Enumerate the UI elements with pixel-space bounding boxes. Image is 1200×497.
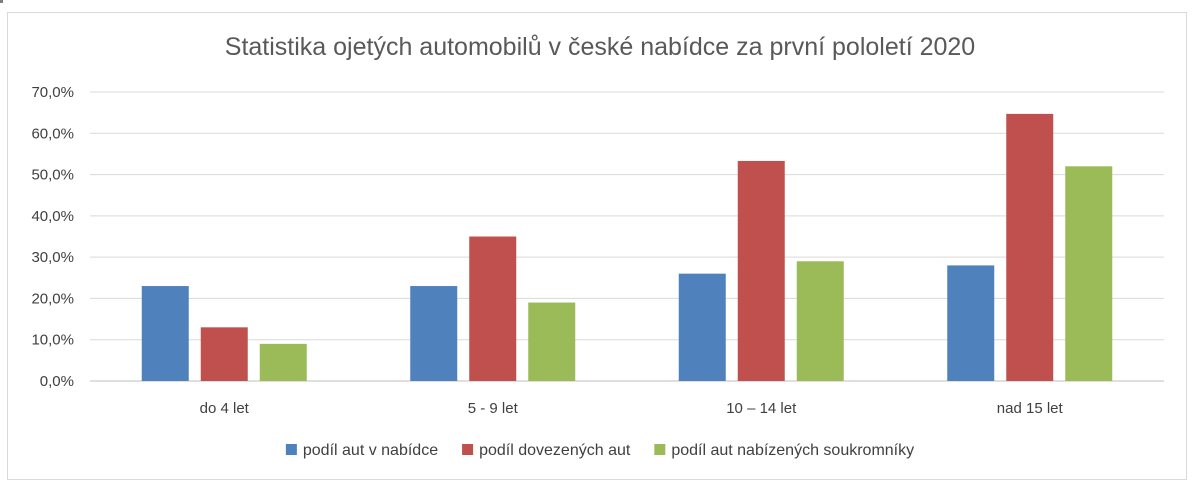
legend-swatch (462, 444, 474, 455)
x-tick-label: 10 – 14 let (726, 400, 797, 417)
x-tick-label: 5 - 9 let (468, 400, 519, 417)
bar (678, 273, 726, 381)
bar (200, 327, 248, 381)
bar (737, 160, 785, 381)
y-tick-label: 60,0% (31, 125, 74, 142)
bar (1065, 166, 1113, 381)
bar (469, 236, 517, 381)
legend-label: podíl aut v nabídce (303, 442, 438, 459)
y-tick-label: 40,0% (31, 208, 74, 225)
legend-swatch (285, 444, 297, 455)
gridlines (90, 91, 1164, 382)
bar (141, 286, 189, 381)
chart-title: Statistika ojetých automobilů v české na… (225, 33, 975, 61)
x-tick-label: nad 15 let (997, 400, 1064, 417)
bar (1006, 113, 1054, 381)
x-tick-label: do 4 let (200, 400, 250, 417)
legend: podíl aut v nabídce podíl dovezených aut p… (285, 442, 914, 459)
y-tick-label: 0,0% (40, 373, 74, 390)
legend-swatch (654, 444, 666, 455)
legend-label: podíl dovezených aut (479, 442, 631, 459)
bar (528, 302, 576, 381)
bar (410, 286, 458, 381)
bars (141, 113, 1113, 381)
y-tick-label: 30,0% (31, 249, 74, 266)
bar (796, 261, 844, 381)
y-tick-label: 50,0% (31, 167, 74, 184)
bar (259, 343, 307, 381)
chart-frame (7, 12, 1187, 480)
corner-mark (0, 0, 3, 3)
y-tick-label: 70,0% (31, 84, 74, 101)
y-axis-ticks: 0,0% 10,0% 20,0% 30,0% 40,0% 50,0% 60,0% 70,0% (31, 84, 74, 390)
x-axis-ticks: do 4 let 5 - 9 let 10 – 14 let nad 15 let (200, 400, 1064, 417)
y-tick-label: 10,0% (31, 332, 74, 349)
legend-label: podíl aut nabízených soukromníky (671, 442, 914, 459)
bar (947, 265, 995, 381)
y-tick-label: 20,0% (31, 290, 74, 307)
